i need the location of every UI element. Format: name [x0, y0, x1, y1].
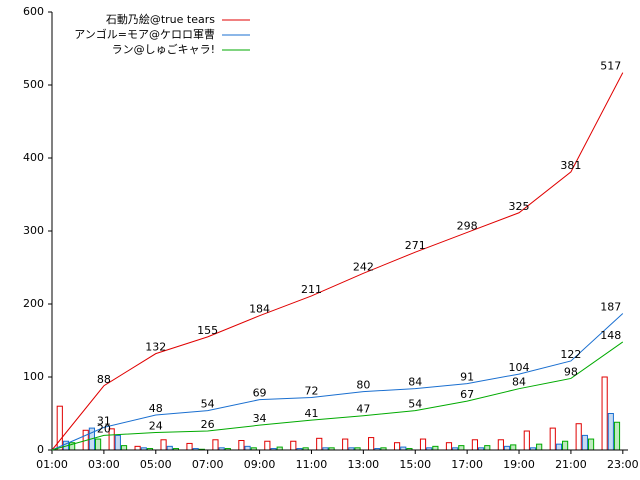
series-line	[51, 313, 624, 451]
value-label: 72	[304, 384, 318, 397]
bar	[613, 421, 621, 451]
bar	[212, 439, 219, 451]
value-label: 84	[408, 376, 422, 389]
bar	[549, 427, 556, 451]
value-label: 104	[509, 361, 530, 374]
bar	[120, 445, 128, 451]
value-label: 242	[353, 260, 374, 273]
bar	[587, 438, 595, 451]
y-tick-label: 500	[23, 78, 44, 91]
value-label: 80	[356, 379, 370, 392]
value-label: 47	[356, 403, 370, 416]
x-tick-label: 01:00	[36, 458, 68, 471]
value-label: 54	[408, 398, 422, 411]
y-tick-label: 0	[37, 443, 44, 456]
bar	[601, 376, 608, 451]
value-label: 122	[560, 348, 581, 361]
x-tick-label: 15:00	[399, 458, 431, 471]
value-label: 211	[301, 283, 322, 296]
value-label: 69	[253, 387, 267, 400]
bar	[523, 430, 530, 451]
bar	[536, 443, 543, 451]
bar	[160, 439, 167, 451]
value-label: 132	[145, 341, 166, 354]
bar	[238, 440, 245, 451]
series-line	[51, 72, 624, 451]
bar	[445, 442, 453, 451]
x-tick-label: 05:00	[140, 458, 172, 471]
legend-label: アンゴル=モア@ケロロ軍曹	[74, 27, 215, 41]
value-label: 91	[460, 371, 474, 384]
bar	[562, 440, 569, 451]
value-label: 88	[97, 373, 111, 386]
x-tick-label: 07:00	[192, 458, 224, 471]
legend-label: ラン@しゅごキャラ!	[112, 42, 215, 56]
bar	[290, 440, 297, 451]
bar	[458, 445, 465, 451]
bar	[56, 405, 63, 451]
bar	[368, 437, 375, 451]
bar	[186, 442, 193, 451]
value-label: 298	[457, 219, 478, 232]
x-tick-label: 13:00	[347, 458, 379, 471]
bar	[607, 413, 614, 451]
value-label: 325	[509, 200, 530, 213]
bar	[581, 434, 588, 451]
y-tick-label: 400	[23, 151, 44, 164]
x-tick-label: 23:00	[607, 458, 639, 471]
value-label: 148	[600, 329, 621, 342]
value-label: 54	[201, 398, 215, 411]
y-tick-label: 200	[23, 297, 44, 310]
bar	[393, 442, 401, 451]
series-line	[51, 341, 624, 451]
value-label: 24	[149, 419, 163, 432]
value-label: 271	[405, 239, 426, 252]
bar	[419, 438, 427, 451]
bar	[510, 444, 517, 451]
y-tick-label: 300	[23, 224, 44, 237]
value-label: 381	[560, 159, 581, 172]
bar	[497, 439, 504, 451]
bar	[134, 445, 141, 451]
bar	[94, 438, 102, 451]
x-tick-label: 21:00	[555, 458, 587, 471]
value-label: 48	[149, 402, 163, 415]
value-label: 155	[197, 324, 218, 337]
value-label: 26	[201, 418, 215, 431]
bar	[484, 445, 491, 451]
value-label: 84	[512, 376, 526, 389]
x-tick-label: 11:00	[296, 458, 328, 471]
bar	[432, 445, 439, 451]
value-label: 187	[600, 300, 621, 313]
value-label: 184	[249, 303, 270, 316]
x-tick-label: 17:00	[451, 458, 483, 471]
bar	[555, 443, 563, 451]
bar	[264, 440, 271, 451]
value-label: 98	[564, 365, 578, 378]
value-label: 31	[97, 414, 111, 427]
value-label: 34	[253, 412, 267, 425]
bar	[114, 434, 121, 451]
value-label: 67	[460, 388, 474, 401]
bar	[316, 437, 323, 451]
bar	[575, 423, 582, 451]
x-tick-label: 19:00	[503, 458, 535, 471]
value-label: 20	[97, 422, 111, 435]
x-tick-label: 03:00	[88, 458, 120, 471]
bar	[166, 445, 173, 451]
bar	[342, 438, 349, 451]
bar	[244, 445, 251, 451]
value-label: 517	[600, 60, 621, 73]
value-label: 41	[304, 407, 318, 420]
y-tick-label: 100	[23, 370, 44, 383]
bar	[471, 439, 479, 451]
y-tick-label: 600	[23, 5, 44, 18]
bar	[503, 445, 511, 451]
legend-label: 石動乃絵@true tears	[106, 12, 215, 26]
x-tick-label: 09:00	[244, 458, 276, 471]
